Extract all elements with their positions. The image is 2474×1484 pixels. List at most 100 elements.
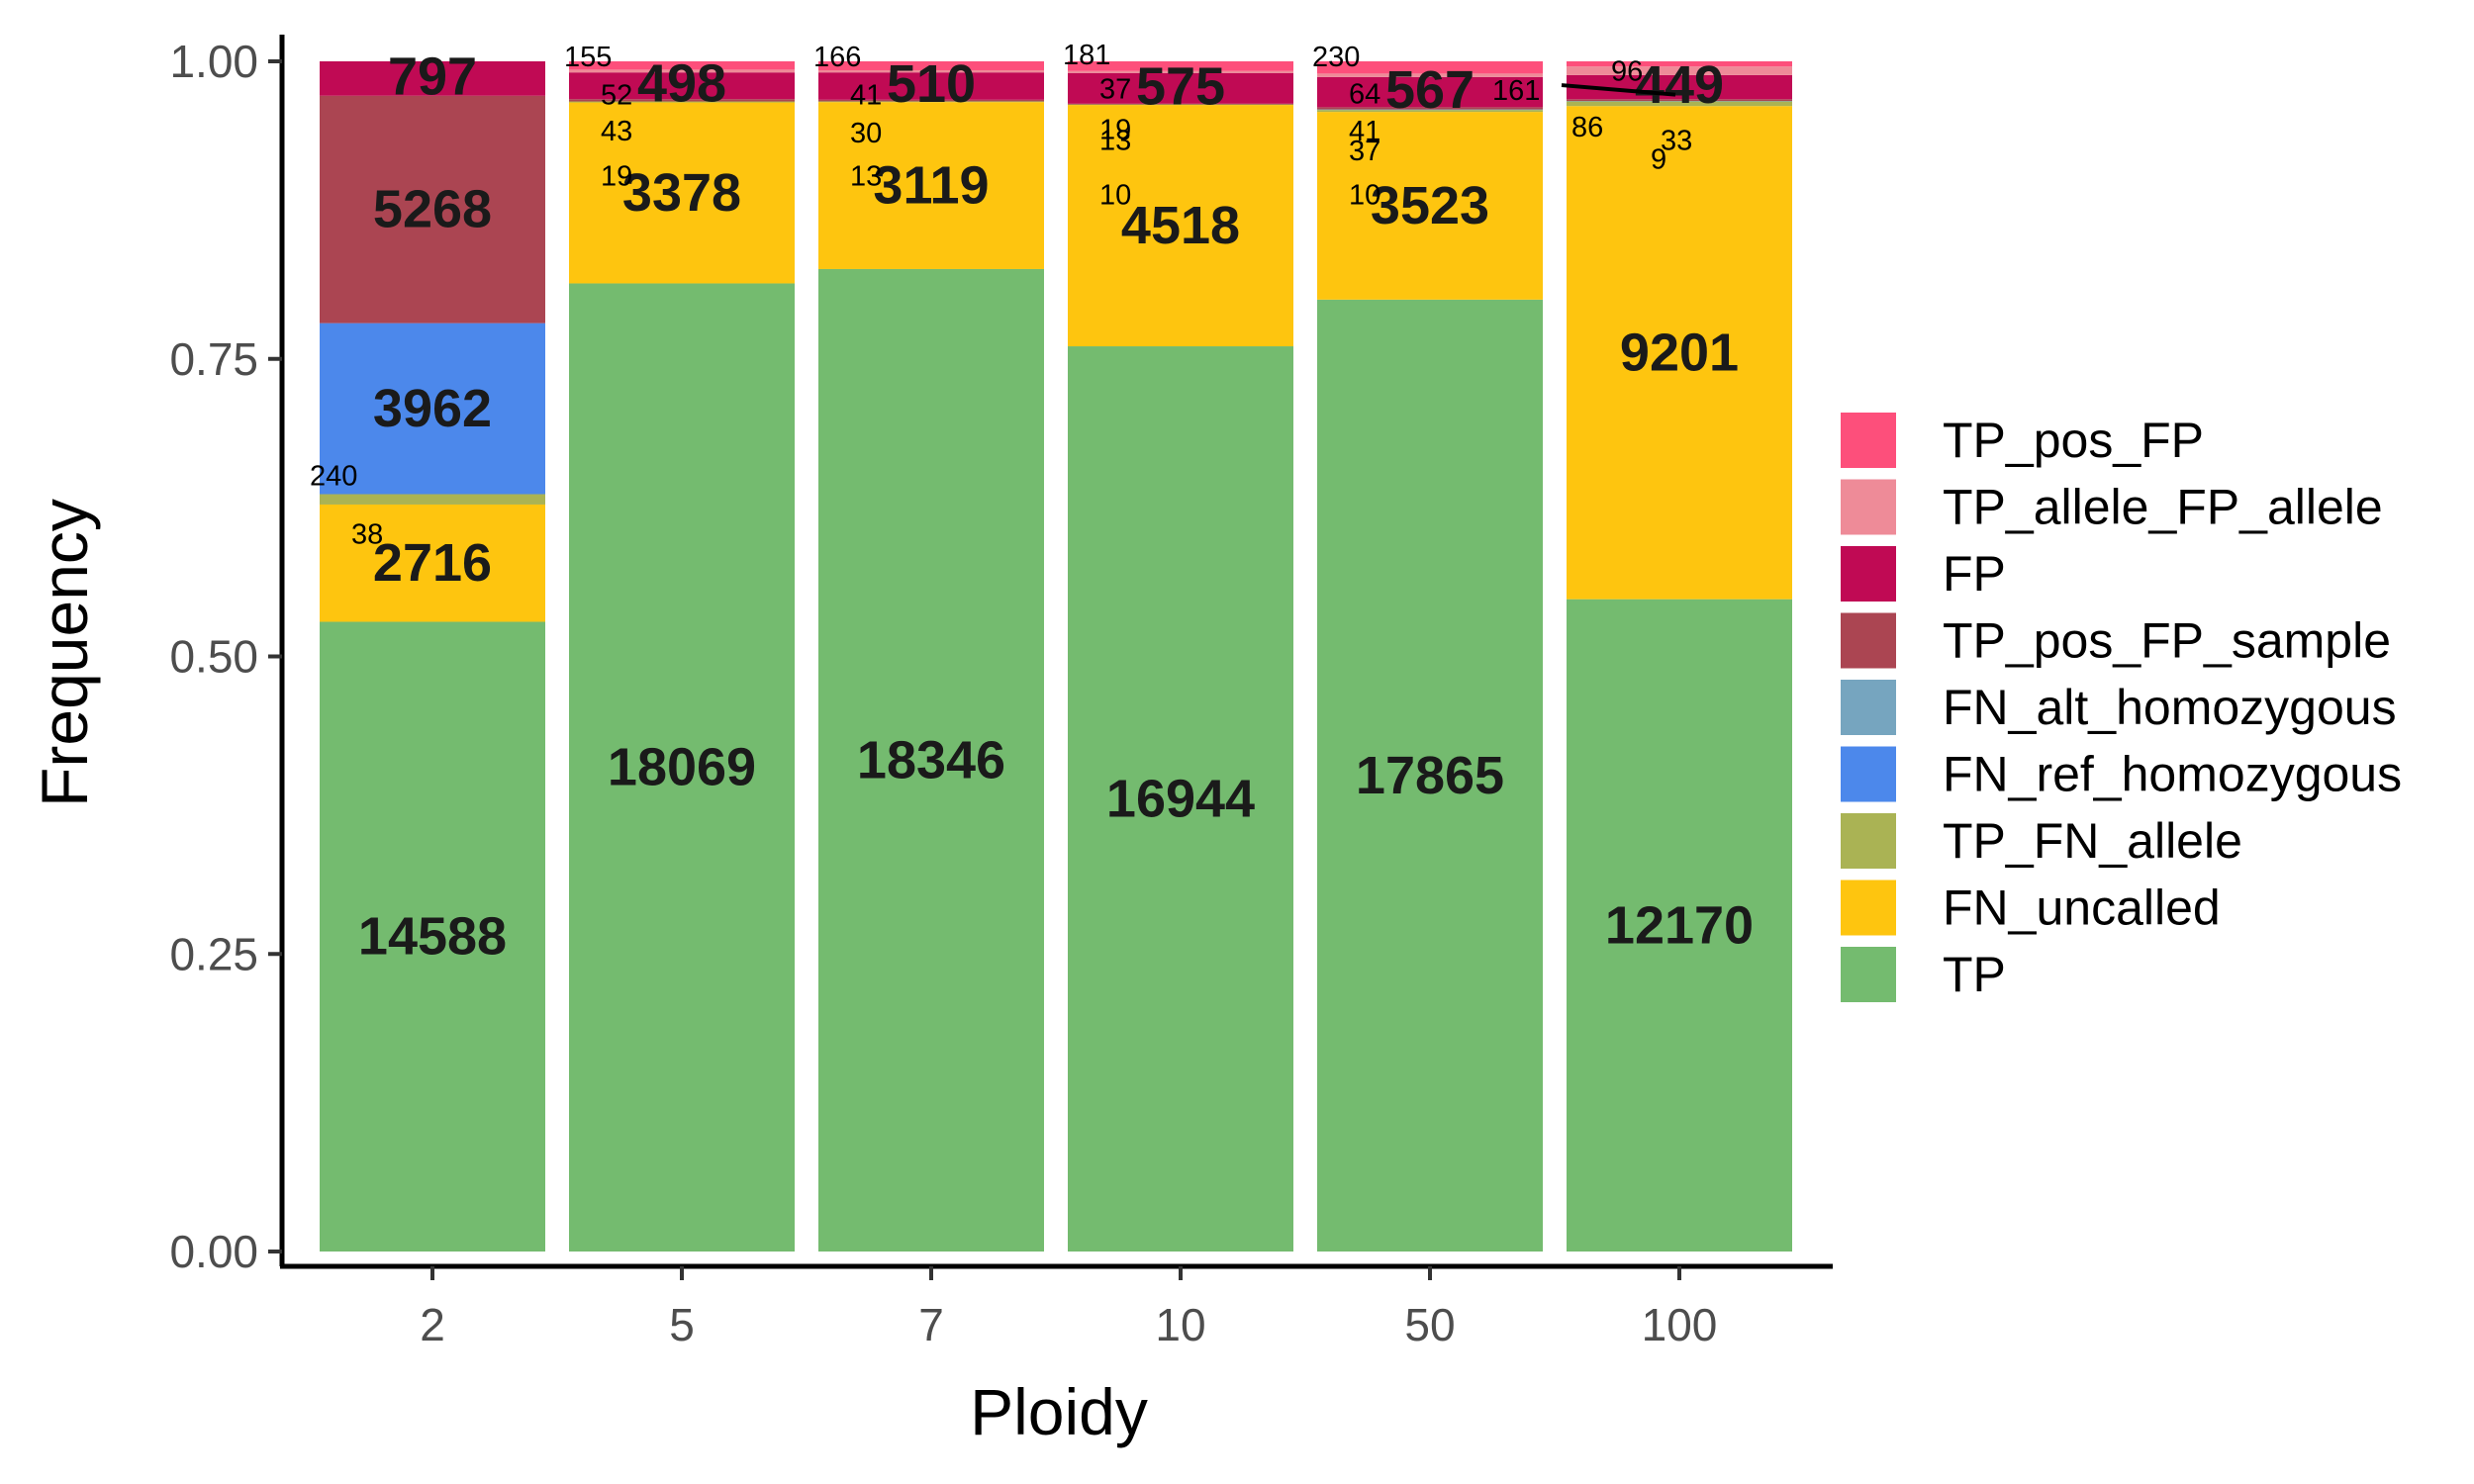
bar-segment-fn-uncalled-100	[1567, 106, 1792, 600]
legend-key-fn-uncalled	[1841, 880, 1896, 936]
data-label-fp-2: 797	[388, 46, 477, 106]
y-tick-label: 1.00	[169, 36, 258, 87]
data-label-tp-fn-allele-7: 13	[850, 160, 882, 192]
data-label-tp-pos-fp-sample-2: 5268	[373, 180, 492, 239]
data-label-fn-uncalled-7: 3119	[873, 156, 989, 216]
data-label-tp-7: 18346	[857, 730, 1005, 789]
legend-key-tp-allele-fp-allele	[1841, 479, 1896, 535]
bar-segment-tp-100	[1567, 599, 1792, 1252]
extra-data-label-10: 19	[1099, 115, 1131, 146]
bar-segment-tp-pos-fp-sample-5	[569, 99, 795, 102]
data-label-tp-pos-fp-5: 155	[564, 42, 612, 73]
data-label-tp-fn-allele-2: 240	[310, 461, 357, 493]
legend-label-tp-pos-fp-sample: TP_pos_FP_sample	[1943, 613, 2391, 669]
data-label-fp-5: 498	[637, 54, 726, 114]
data-label-tp-pos-fp-10: 181	[1063, 40, 1110, 71]
bar-segment-tp-fn-allele-100	[1567, 101, 1792, 107]
data-label-fn-uncalled-100: 9201	[1620, 323, 1739, 382]
legend-label-fp: FP	[1943, 546, 2006, 602]
bar-segment-tp-pos-fp-sample-7	[818, 99, 1044, 102]
data-label-tp-pos-fp-sample-100: 33	[1661, 125, 1692, 156]
x-tick-label: 100	[1642, 1299, 1718, 1350]
bar-segment-tp-7	[818, 268, 1044, 1252]
y-axis-title: Frequency	[28, 499, 101, 807]
data-label-fp-50: 567	[1385, 60, 1475, 120]
bar-segment-fp-7	[818, 72, 1044, 100]
bar-segment-tp-pos-fp-sample-50	[1317, 107, 1543, 110]
data-label-fp-100: 449	[1635, 55, 1724, 115]
bar-segment-tp-allele-fp-allele-10	[1068, 70, 1293, 73]
extra-data-label-2: 38	[351, 519, 383, 551]
bar-segment-fn-uncalled-50	[1317, 112, 1543, 300]
bar-segment-fp-50	[1317, 76, 1543, 108]
x-tick-label: 5	[669, 1299, 695, 1350]
x-tick-label: 7	[918, 1299, 944, 1350]
data-label-tp-allele-fp-allele-5: 52	[601, 80, 632, 112]
x-tick-label: 10	[1155, 1299, 1205, 1350]
legend-label-tp-allele-fp-allele: TP_allele_FP_allele	[1943, 480, 2383, 535]
bar-segment-tp-fn-allele-7	[818, 101, 1044, 103]
bar-segment-fp-10	[1068, 72, 1293, 104]
data-label-tp-100: 12170	[1605, 895, 1754, 955]
data-label-fp-7: 510	[887, 54, 976, 114]
x-tick-label: 2	[420, 1299, 445, 1350]
data-label-tp-fn-allele-100: 86	[1571, 112, 1603, 143]
data-label-tp-pos-fp-sample-5: 43	[601, 116, 632, 147]
bar-segment-tp-fn-allele-50	[1317, 110, 1543, 113]
data-label-tp-allele-fp-allele-10: 37	[1099, 74, 1131, 106]
bar-segment-tp-pos-fp-50	[1317, 61, 1543, 74]
data-label-tp-allele-fp-allele-7: 41	[850, 80, 882, 112]
legend-key-tp	[1841, 947, 1896, 1002]
bar-segment-tp-10	[1068, 346, 1293, 1252]
bar-segment-tp-pos-fp-5	[569, 61, 795, 70]
data-label-tp-2: 14588	[358, 907, 507, 967]
data-label-tp-10: 16944	[1106, 770, 1255, 829]
y-tick-label: 0.25	[169, 928, 258, 979]
bar-segment-fn-uncalled-7	[818, 102, 1044, 269]
legend-label-fn-uncalled: FN_uncalled	[1943, 881, 2221, 936]
bar-segment-tp-pos-fp-sample-2	[320, 95, 545, 324]
legend-label-fn-ref-homozygous: FN_ref_homozygous	[1943, 747, 2402, 802]
bar-segment-tp-allele-fp-allele-100	[1567, 66, 1792, 75]
bar-segment-fn-uncalled-2	[320, 504, 545, 622]
legend: TP_pos_FP TP_allele_FP_allele FP TP_pos_FP_…	[1841, 413, 2402, 1002]
data-label-tp-pos-fp-7: 166	[813, 42, 861, 73]
bar-segment-fn-uncalled-10	[1068, 105, 1293, 347]
data-label-tp-fn-allele-5: 19	[601, 160, 632, 192]
bar-segment-tp-allele-fp-allele-5	[569, 69, 795, 73]
data-label-tp-fn-allele-50: 37	[1349, 136, 1380, 167]
bar-segment-tp-pos-fp-10	[1068, 61, 1293, 71]
legend-key-fn-alt-homozygous	[1841, 680, 1896, 735]
bar-segment-tp-fn-allele-2	[320, 494, 545, 505]
legend-key-tp-pos-fp	[1841, 413, 1896, 468]
data-label-tp-pos-fp-sample-50: 41	[1349, 116, 1380, 147]
axes-layer: 0.00 0.25 0.50 0.75 1.00 2 5 7 10 50 100	[169, 35, 1833, 1350]
bar-segment-fn-uncalled-5	[569, 102, 795, 284]
legend-key-tp-pos-fp-sample	[1841, 612, 1896, 669]
bar-segment-tp-allele-fp-allele-50	[1317, 73, 1543, 77]
y-tick-label: 0.00	[169, 1226, 258, 1277]
bar-segment-fn-alt-homozygous-50	[1317, 109, 1543, 111]
data-label-fn-uncalled-5: 3378	[622, 163, 741, 223]
data-label-fp-10: 575	[1136, 56, 1225, 116]
data-label-tp-5: 18069	[608, 738, 756, 797]
bar-segment-tp-5	[569, 283, 795, 1252]
y-tick-label: 0.50	[169, 631, 258, 683]
legend-label-fn-alt-homozygous: FN_alt_homozygous	[1943, 680, 2397, 735]
legend-label-tp: TP	[1943, 947, 2006, 1002]
legend-label-tp-fn-allele: TP_FN_allele	[1943, 813, 2242, 869]
bar-segment-tp-pos-fp-sample-10	[1068, 103, 1293, 105]
bar-segment-tp-2	[320, 621, 545, 1252]
legend-key-fp	[1841, 546, 1896, 602]
labels-layer: 1458827162403962526879718069337819434985…	[310, 40, 1754, 967]
bar-segment-tp-pos-fp-7	[818, 61, 1044, 70]
data-label-tp-pos-fp-sample-10: 13	[1099, 125, 1131, 156]
bar-segment-tp-50	[1317, 299, 1543, 1252]
bar-segment-tp-pos-fp-sample-100	[1567, 99, 1792, 102]
data-label-fn-uncalled-10: 4518	[1121, 196, 1240, 255]
data-label-tp-pos-fp-50: 230	[1312, 42, 1360, 73]
data-label-tp-pos-fp-sample-7: 30	[850, 118, 882, 149]
bar-segment-tp-allele-fp-allele-7	[818, 69, 1044, 73]
bar-segment-fp-5	[569, 72, 795, 100]
